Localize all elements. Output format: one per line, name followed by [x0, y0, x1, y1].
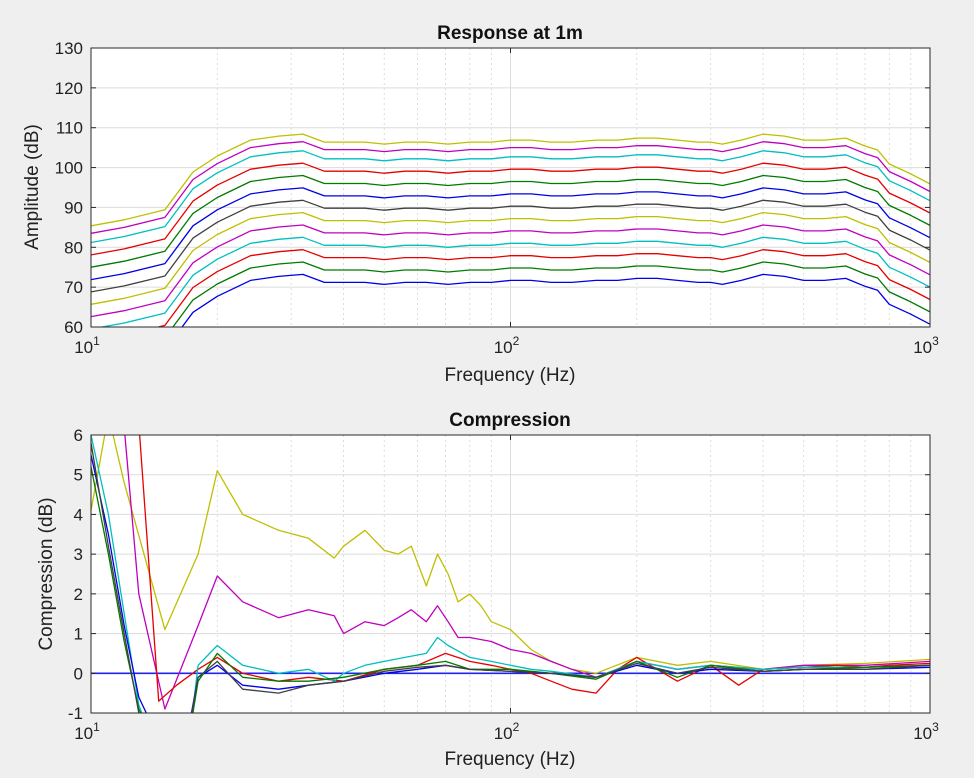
series-line-5 — [91, 224, 930, 318]
y-tick-label: 120 — [55, 79, 83, 98]
y-tick-label: 100 — [55, 159, 83, 178]
compression-panel: Compression -1 0 1 2 3 4 5 6 101 102 103 Frequenc… — [36, 410, 939, 770]
y-tick-label: 70 — [64, 278, 83, 297]
series-line-7 — [91, 199, 930, 293]
series-line-3 — [139, 435, 930, 702]
series-line-5 — [91, 454, 930, 713]
x-tick-label: 101 — [74, 334, 100, 357]
compression-title: Compression — [449, 410, 570, 431]
compression-x-ticks: 101 102 103 — [74, 435, 939, 743]
series-line-6 — [91, 466, 930, 713]
y-tick-label: 90 — [64, 198, 83, 217]
response-xlabel: Frequency (Hz) — [445, 365, 576, 386]
series-line-12 — [91, 141, 930, 234]
series-line-6 — [91, 211, 930, 305]
series-line-8 — [91, 187, 930, 281]
y-tick-label: 3 — [74, 545, 83, 564]
y-tick-label: 1 — [74, 625, 83, 644]
series-line-1 — [181, 273, 930, 327]
series-line-4 — [98, 236, 930, 327]
y-tick-label: 4 — [74, 505, 83, 524]
series-line-4 — [91, 435, 930, 713]
compression-ylabel: Compression (dB) — [36, 497, 57, 650]
y-tick-label: -1 — [68, 704, 83, 723]
y-tick-label: 80 — [64, 238, 83, 257]
x-tick-label: 101 — [74, 720, 100, 743]
compression-series — [91, 435, 930, 713]
series-line-1 — [91, 435, 930, 674]
response-series — [91, 133, 930, 327]
y-tick-label: 60 — [64, 318, 83, 337]
y-tick-label: 5 — [74, 466, 83, 485]
y-tick-label: 6 — [74, 426, 83, 445]
compression-xlabel: Frequency (Hz) — [445, 749, 576, 770]
response-y-ticks: 60 70 80 90 100 110 120 130 — [55, 39, 930, 337]
series-line-11 — [91, 150, 930, 244]
response-title: Response at 1m — [437, 23, 583, 44]
response-x-ticks: 101 102 103 — [74, 48, 939, 357]
series-line-2 — [172, 261, 930, 327]
y-tick-label: 110 — [56, 119, 83, 138]
x-tick-label: 102 — [494, 720, 520, 743]
series-line-3 — [155, 249, 930, 327]
y-tick-label: 2 — [74, 585, 83, 604]
series-line-9 — [91, 174, 930, 268]
series-line-7 — [91, 442, 930, 713]
response-ylabel: Amplitude (dB) — [22, 124, 43, 250]
series-line-10 — [91, 162, 930, 256]
series-line-13 — [91, 133, 930, 227]
x-tick-label: 103 — [913, 720, 939, 743]
x-tick-label: 102 — [494, 334, 520, 357]
compression-y-ticks: -1 0 1 2 3 4 5 6 — [68, 426, 930, 723]
x-tick-label: 103 — [913, 334, 939, 357]
y-tick-label: 130 — [55, 39, 83, 58]
y-tick-label: 0 — [74, 664, 83, 683]
